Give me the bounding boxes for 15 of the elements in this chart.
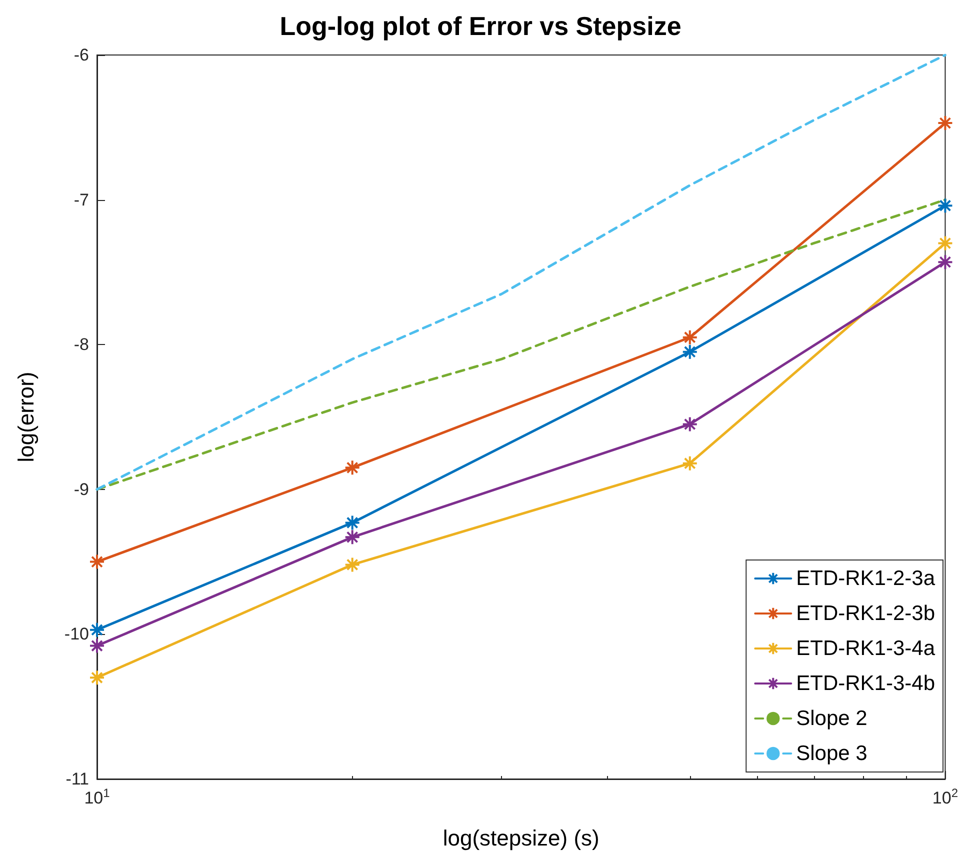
y-tick-label: -6: [74, 46, 89, 64]
chart-title: Log-log plot of Error vs Stepsize: [280, 11, 682, 41]
legend-label: ETD-RK1-3-4b: [796, 672, 936, 695]
y-tick-label: -9: [74, 480, 89, 499]
y-tick-label: -10: [64, 624, 89, 644]
y-axis-title: log(error): [14, 372, 38, 462]
legend-label: ETD-RK1-2-3a: [796, 567, 936, 590]
legend-label: Slope 2: [796, 707, 868, 730]
y-tick-label: -7: [74, 190, 89, 210]
y-tick-label: -11: [66, 770, 89, 788]
y-tick-label: -8: [74, 335, 89, 354]
legend-label: ETD-RK1-2-3b: [796, 602, 936, 625]
legend-label: Slope 3: [796, 742, 868, 765]
legend-label: ETD-RK1-3-4a: [796, 637, 936, 660]
x-axis-title: log(stepsize) (s): [442, 826, 600, 850]
